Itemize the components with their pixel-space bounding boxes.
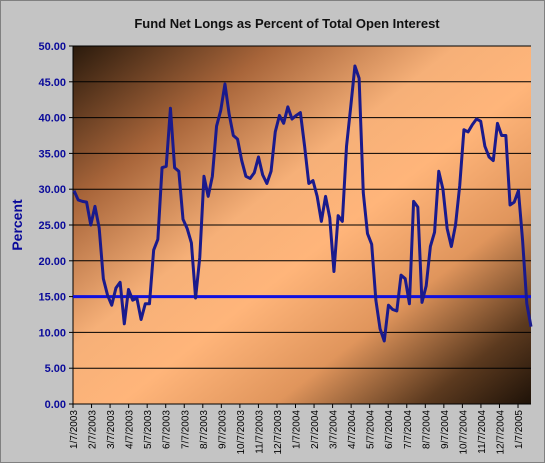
x-tick-label: 2/7/2003 <box>88 410 99 449</box>
y-tick-label: 30.00 <box>38 184 66 196</box>
x-tick-label: 5/7/2003 <box>143 410 154 449</box>
y-axis-ticks: 0.00 5.00 10.00 15.00 20.00 25.00 30.00 35.00 40… <box>38 41 73 411</box>
series-layer <box>72 64 533 343</box>
x-tick-label: 2/7/2004 <box>310 410 321 449</box>
y-tick-label: 10.00 <box>38 327 66 339</box>
y-tick-label: 15.00 <box>38 292 66 304</box>
x-tick-label: 1/7/2005 <box>514 410 525 449</box>
y-tick-label: 25.00 <box>38 220 66 232</box>
y-tick-label: 50.00 <box>38 41 66 53</box>
x-tick-label: 9/7/2004 <box>440 410 451 449</box>
y-tick-label: 40.00 <box>38 113 66 125</box>
x-tick-label: 8/7/2003 <box>199 410 210 449</box>
x-tick-label: 3/7/2003 <box>106 410 117 449</box>
x-tick-label: 3/7/2004 <box>329 410 340 449</box>
x-axis-ticks: 1/7/2003 2/7/2003 3/7/2003 4/7/2003 5/7/2003… <box>69 404 525 455</box>
x-tick-label: 10/7/2003 <box>236 410 247 455</box>
series-line <box>72 64 533 343</box>
x-tick-label: 8/7/2004 <box>421 410 432 449</box>
x-tick-label: 12/7/2004 <box>495 410 506 455</box>
y-axis-label: Percent <box>9 199 25 251</box>
y-tick-label: 0.00 <box>45 399 66 411</box>
x-tick-label: 6/7/2004 <box>384 410 395 449</box>
x-tick-label: 1/7/2003 <box>69 410 80 449</box>
x-tick-label: 4/7/2003 <box>125 410 136 449</box>
x-tick-label: 1/7/2004 <box>292 410 303 449</box>
x-tick-label: 10/7/2004 <box>458 410 469 455</box>
x-tick-label: 12/7/2003 <box>273 410 284 455</box>
x-tick-label: 5/7/2004 <box>366 410 377 449</box>
y-tick-label: 5.00 <box>45 363 66 375</box>
x-tick-label: 6/7/2003 <box>162 410 173 449</box>
y-tick-label: 35.00 <box>38 148 66 160</box>
y-tick-label: 20.00 <box>38 256 66 268</box>
x-tick-label: 11/7/2003 <box>254 410 265 454</box>
x-tick-label: 9/7/2003 <box>217 410 228 449</box>
x-tick-label: 7/7/2004 <box>403 410 414 449</box>
x-tick-label: 11/7/2004 <box>477 410 488 454</box>
y-tick-label: 45.00 <box>38 77 66 89</box>
x-tick-label: 7/7/2003 <box>180 410 191 449</box>
chart-title: Fund Net Longs as Percent of Total Open … <box>134 16 440 31</box>
x-tick-label: 4/7/2004 <box>347 410 358 449</box>
